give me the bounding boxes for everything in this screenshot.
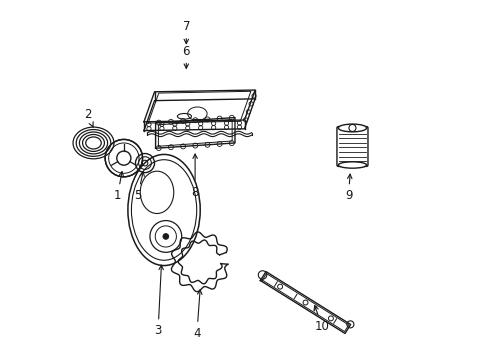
- Ellipse shape: [338, 124, 366, 132]
- Text: 3: 3: [154, 265, 163, 337]
- Text: 5: 5: [134, 172, 144, 202]
- Text: 9: 9: [344, 174, 352, 202]
- Text: 6: 6: [182, 45, 190, 68]
- Text: 10: 10: [313, 306, 329, 333]
- FancyBboxPatch shape: [336, 127, 367, 166]
- Text: 4: 4: [193, 290, 202, 340]
- Text: 8: 8: [191, 154, 199, 199]
- Text: 1: 1: [114, 172, 123, 202]
- Text: 2: 2: [83, 108, 93, 127]
- Ellipse shape: [338, 162, 366, 168]
- Text: 7: 7: [182, 20, 190, 44]
- Circle shape: [163, 234, 168, 239]
